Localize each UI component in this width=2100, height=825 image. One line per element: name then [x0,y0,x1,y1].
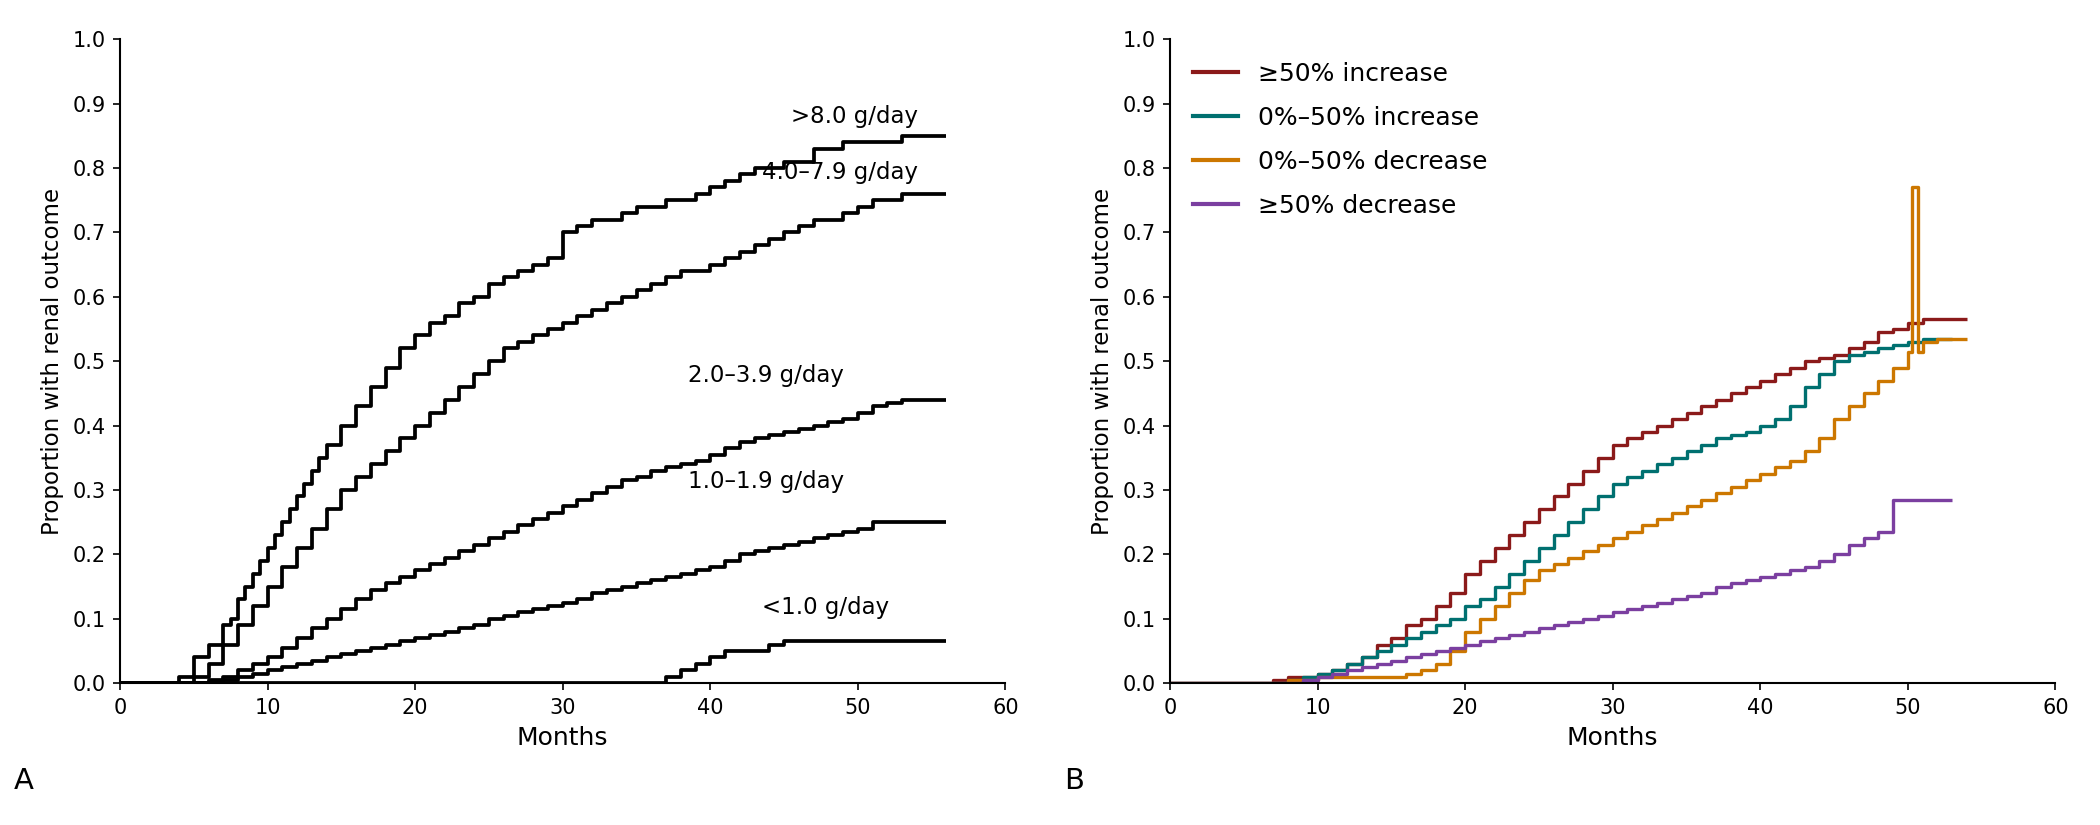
Y-axis label: Proportion with renal outcome: Proportion with renal outcome [40,187,63,535]
Text: <1.0 g/day: <1.0 g/day [762,596,888,619]
Text: A: A [15,767,34,794]
Text: >8.0 g/day: >8.0 g/day [792,105,918,128]
Legend: ≥50% increase, 0%–50% increase, 0%–50% decrease, ≥50% decrease: ≥50% increase, 0%–50% increase, 0%–50% d… [1182,52,1497,228]
X-axis label: Months: Months [517,726,609,750]
Text: 2.0–3.9 g/day: 2.0–3.9 g/day [689,364,844,387]
Text: 1.0–1.9 g/day: 1.0–1.9 g/day [689,470,844,493]
Text: B: B [1065,767,1084,794]
X-axis label: Months: Months [1567,726,1659,750]
Y-axis label: Proportion with renal outcome: Proportion with renal outcome [1090,187,1113,535]
Text: 4.0–7.9 g/day: 4.0–7.9 g/day [762,161,918,184]
